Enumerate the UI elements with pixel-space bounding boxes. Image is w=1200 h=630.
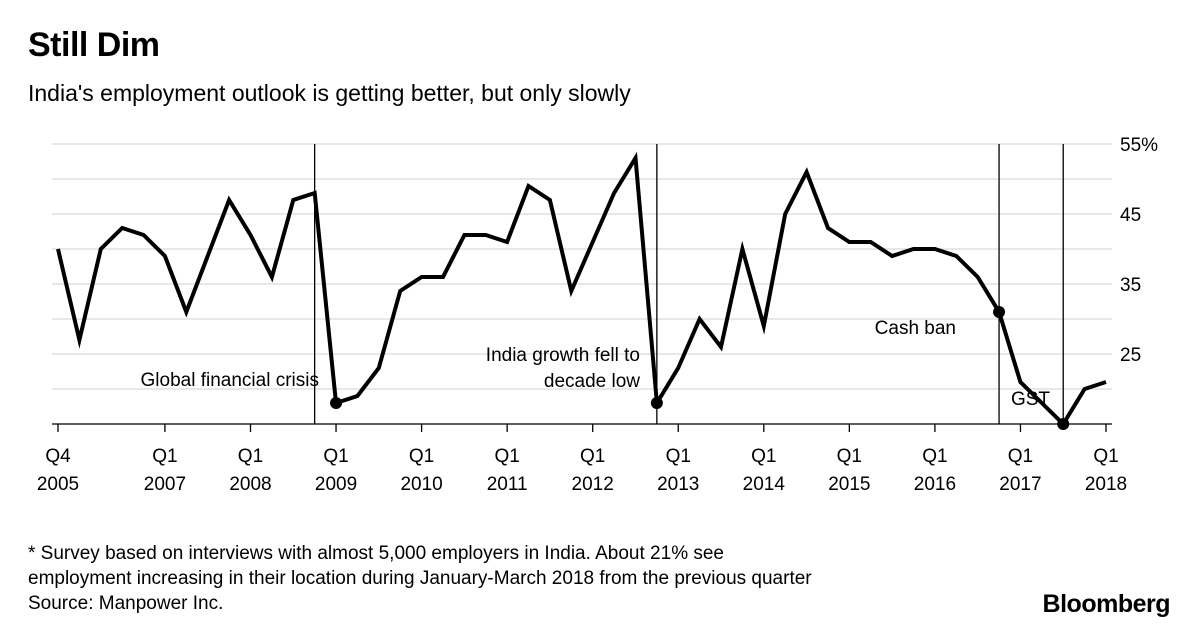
chart-title: Still Dim [28, 26, 160, 64]
annotation-dot [1057, 418, 1070, 430]
x-tick-label: Q1 [666, 446, 691, 467]
x-tick-label: 2011 [487, 474, 528, 495]
x-tick-label: 2018 [1085, 474, 1127, 495]
x-tick-label: Q1 [1008, 446, 1033, 467]
x-tick-label: 2014 [743, 474, 786, 495]
x-tick-label: Q1 [323, 446, 348, 467]
x-tick-label: 2010 [400, 474, 442, 495]
annotation-label: decade low [544, 371, 640, 392]
y-tick-label: 35 [1120, 275, 1141, 296]
bloomberg-logo: Bloomberg [1042, 590, 1171, 618]
footnote-line-2: employment increasing in their location … [28, 568, 812, 589]
annotation-label: Global financial crisis [141, 370, 319, 391]
x-tick-label: Q1 [238, 446, 263, 467]
chart-subtitle: India's employment outlook is getting be… [28, 80, 631, 106]
y-tick-label: 25 [1120, 345, 1141, 366]
x-tick-label: 2009 [315, 474, 357, 495]
x-tick-label: 2007 [144, 474, 186, 495]
annotation-dot [650, 397, 663, 409]
x-tick-label: 2008 [229, 474, 271, 495]
y-tick-label: 45 [1120, 205, 1141, 226]
x-tick-label: 2013 [657, 474, 699, 495]
y-tick-label: 55% [1120, 135, 1158, 156]
x-tick-label: Q1 [751, 446, 776, 467]
x-tick-label: Q1 [494, 446, 519, 467]
x-tick-label: Q4 [45, 446, 71, 467]
footnote-line-1: * Survey based on interviews with almost… [28, 543, 724, 564]
x-tick-label: Q1 [1093, 446, 1118, 467]
x-tick-label: 2012 [572, 474, 614, 495]
annotation-dot [330, 397, 343, 409]
x-tick-label: 2017 [999, 474, 1041, 495]
footnote: * Survey based on interviews with almost… [28, 541, 812, 616]
annotation-label: Cash ban [875, 318, 956, 339]
series-line [56, 151, 1107, 428]
x-tick-label: 2015 [828, 474, 870, 495]
x-tick-label: 2005 [37, 474, 79, 495]
x-tick-label: Q1 [580, 446, 605, 467]
annotation-dot [993, 306, 1006, 318]
x-tick-label: Q1 [152, 446, 177, 467]
x-tick-label: 2016 [914, 474, 956, 495]
x-tick-label: Q1 [837, 446, 862, 467]
x-tick-label: Q1 [409, 446, 434, 467]
x-tick-label: Q1 [922, 446, 947, 467]
annotation-label: India growth fell to [486, 345, 640, 366]
source-note: Source: Manpower Inc. [28, 593, 224, 614]
annotation-label: GST [1011, 389, 1050, 410]
